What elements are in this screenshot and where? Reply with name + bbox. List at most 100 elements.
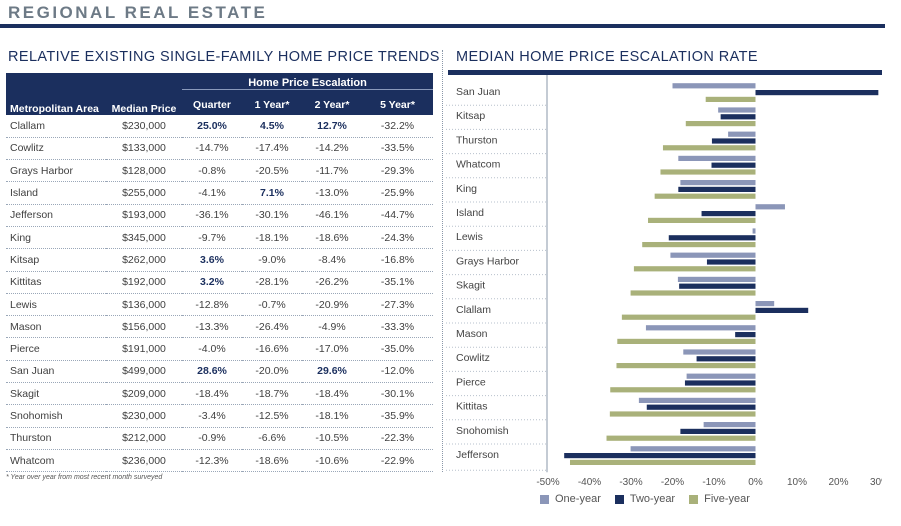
bar-two-year: [720, 114, 756, 120]
cell-year2: 29.6%: [302, 360, 362, 384]
header-area: Metropolitan Area: [6, 73, 106, 115]
bar-one-year: [683, 349, 756, 355]
category-label: Clallam: [456, 304, 491, 316]
legend-label-five-year: Five-year: [704, 493, 750, 505]
legend-swatch-one-year: [540, 494, 549, 504]
top-rule: [0, 24, 885, 28]
bar-five-year: [606, 435, 756, 441]
category-label: Pierce: [456, 376, 486, 388]
bar-five-year: [569, 459, 756, 465]
bar-one-year: [630, 446, 756, 452]
bar-one-year: [678, 155, 756, 161]
header-median: Median Price: [106, 73, 182, 115]
table-row: Kitsap $262,000 3.6% -9.0% -8.4% -16.8%: [6, 248, 434, 272]
table-row: Clallam $230,000 25.0% 4.5% 12.7% -32.2%: [6, 115, 434, 138]
header-quarter: Quarter: [182, 89, 242, 115]
x-tick-label: -10%: [702, 477, 725, 488]
bar-two-year: [564, 453, 756, 459]
legend-item-one-year: One-year: [540, 493, 601, 505]
bar-two-year: [684, 380, 756, 386]
cell-area: Mason: [6, 315, 106, 339]
category-label: San Juan: [456, 86, 501, 98]
bar-two-year: [755, 90, 879, 96]
bar-two-year: [735, 332, 756, 338]
cell-quarter: 28.6%: [182, 360, 242, 384]
table-row: Jefferson $193,000 -36.1% -30.1% -46.1% -44.7…: [6, 204, 434, 227]
cell-quarter: 3.6%: [182, 248, 242, 272]
legend-label-two-year: Two-year: [629, 493, 676, 505]
escalation-bar-chart: San Juan Kitsap Thurston Whatcom King Island L…: [446, 75, 882, 488]
cell-area: Jefferson: [6, 204, 106, 227]
cell-median: $230,000: [106, 404, 182, 428]
bar-two-year: [706, 259, 756, 265]
cell-year1: -28.1%: [242, 271, 302, 294]
cell-year5: -22.3%: [362, 427, 434, 450]
x-tick-label: -50%: [536, 477, 559, 488]
table-section-title: RELATIVE EXISTING SINGLE-FAMILY HOME PRI…: [8, 49, 440, 65]
cell-year2: -13.0%: [302, 181, 362, 205]
category-label: Jefferson: [456, 449, 499, 461]
cell-median: $128,000: [106, 159, 182, 183]
cell-median: $212,000: [106, 427, 182, 450]
cell-year5: -35.0%: [362, 337, 434, 361]
category-label: Island: [456, 207, 484, 219]
cell-area: Pierce: [6, 337, 106, 361]
cell-year5: -35.9%: [362, 404, 434, 428]
bar-one-year: [703, 422, 756, 428]
bar-two-year: [668, 235, 756, 241]
cell-year1: -0.7%: [242, 293, 302, 317]
bar-five-year: [660, 169, 756, 175]
cell-year2: -8.4%: [302, 248, 362, 272]
bar-two-year: [711, 138, 756, 144]
cell-quarter: -14.7%: [182, 137, 242, 161]
cell-median: $255,000: [106, 181, 182, 205]
category-label: Snohomish: [456, 425, 509, 437]
cell-area: King: [6, 226, 106, 250]
cell-year2: -26.2%: [302, 271, 362, 294]
legend-item-two-year: Two-year: [614, 493, 676, 505]
cell-area: Island: [6, 181, 106, 205]
cell-year2: -14.2%: [302, 137, 362, 161]
cell-year1: -30.1%: [242, 204, 302, 227]
x-tick-label: -30%: [619, 477, 642, 488]
table-row: Island $255,000 -4.1% 7.1% -13.0% -25.9%: [6, 181, 434, 205]
cell-year5: -30.1%: [362, 382, 434, 406]
chart-section-title: MEDIAN HOME PRICE ESCALATION RATE: [456, 49, 758, 65]
cell-year5: -35.1%: [362, 271, 434, 294]
table-row: Lewis $136,000 -12.8% -0.7% -20.9% -27.3%: [6, 293, 434, 317]
table-row: Pierce $191,000 -4.0% -16.6% -17.0% -35.0%: [6, 337, 434, 361]
cell-quarter: -12.3%: [182, 449, 242, 473]
bar-one-year: [677, 276, 756, 282]
chart-top-rule: [448, 70, 882, 75]
cell-median: $156,000: [106, 315, 182, 339]
category-label: Mason: [456, 328, 488, 340]
x-tick-label: -20%: [661, 477, 684, 488]
category-label: Grays Harbor: [456, 255, 520, 267]
table-row: Grays Harbor $128,000 -0.8% -20.5% -11.7% -29…: [6, 159, 434, 183]
category-label: Whatcom: [456, 159, 501, 171]
cell-quarter: 3.2%: [182, 271, 242, 294]
category-label: Cowlitz: [456, 352, 490, 364]
price-trends-table-wrap: Metropolitan Area Median Price Home Pric…: [6, 73, 434, 473]
bar-five-year: [705, 96, 756, 102]
x-tick-label: 20%: [828, 477, 848, 488]
bar-five-year: [648, 217, 756, 223]
cell-median: $499,000: [106, 360, 182, 384]
header-5-year: 5 Year*: [362, 89, 434, 115]
bar-two-year: [678, 186, 756, 192]
cell-year1: -6.6%: [242, 427, 302, 450]
bar-one-year: [638, 397, 756, 403]
cell-year1: 7.1%: [242, 181, 302, 205]
cell-year1: -9.0%: [242, 248, 302, 272]
cell-median: $262,000: [106, 248, 182, 272]
bar-five-year: [630, 290, 756, 296]
bar-five-year: [616, 363, 756, 369]
cell-year5: -44.7%: [362, 204, 434, 227]
bar-five-year: [642, 242, 756, 248]
cell-year2: -20.9%: [302, 293, 362, 317]
cell-area: Whatcom: [6, 449, 106, 473]
bar-two-year: [755, 307, 809, 313]
bar-five-year: [610, 387, 756, 393]
bar-two-year: [701, 211, 756, 217]
cell-area: Cowlitz: [6, 137, 106, 161]
